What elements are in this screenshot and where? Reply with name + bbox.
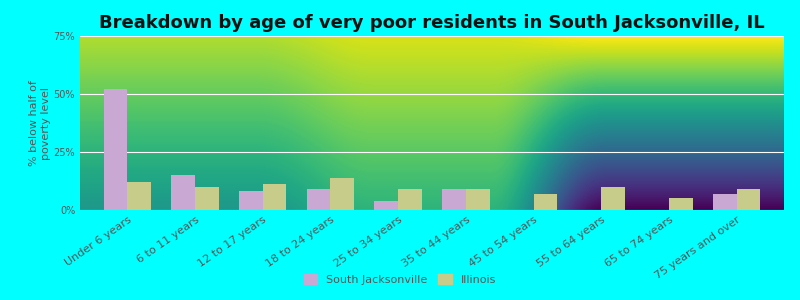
Bar: [466, 189, 490, 210]
Bar: [195, 187, 218, 210]
Bar: [239, 191, 262, 210]
Bar: [713, 194, 737, 210]
Bar: [669, 198, 693, 210]
Bar: [306, 189, 330, 210]
Bar: [398, 189, 422, 210]
Y-axis label: % below half of
poverty level: % below half of poverty level: [29, 80, 50, 166]
Bar: [442, 189, 466, 210]
Bar: [737, 189, 760, 210]
Bar: [602, 187, 625, 210]
Bar: [374, 201, 398, 210]
Bar: [171, 175, 195, 210]
Legend: South Jacksonville, Illinois: South Jacksonville, Illinois: [301, 271, 499, 288]
Bar: [534, 194, 558, 210]
Bar: [127, 182, 151, 210]
Bar: [262, 184, 286, 210]
Bar: [104, 89, 127, 210]
Title: Breakdown by age of very poor residents in South Jacksonville, IL: Breakdown by age of very poor residents …: [99, 14, 765, 32]
Bar: [330, 178, 354, 210]
